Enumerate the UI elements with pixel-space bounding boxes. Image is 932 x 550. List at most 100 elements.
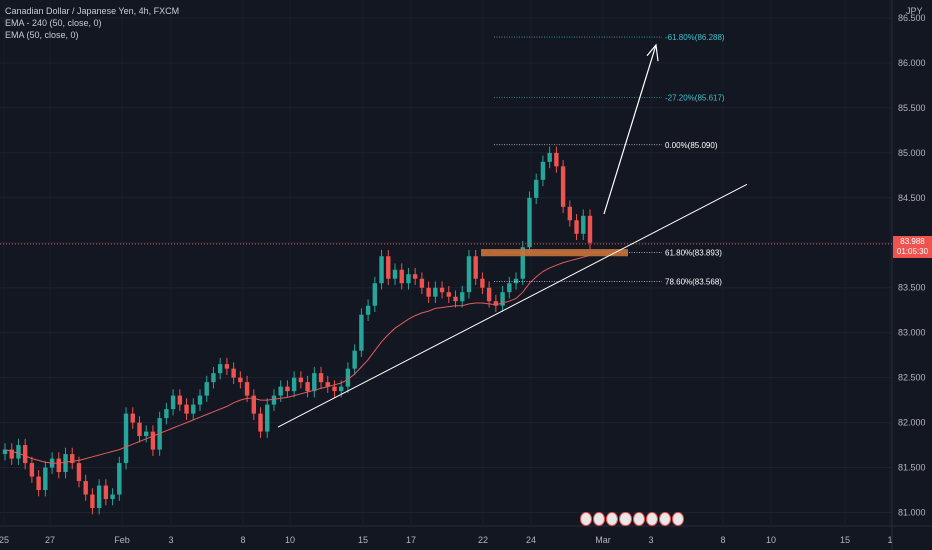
candle-body [170,395,176,410]
candle-body [130,413,135,423]
support-zone [481,249,628,257]
x-tick-label: 15 [840,535,850,545]
candle-body [96,485,102,509]
current-price-value: 83.988 [900,237,925,246]
candle-body [22,445,28,464]
candle-body [258,413,263,432]
candle-body [399,269,404,284]
x-tick-label: 15 [358,535,368,545]
x-tick-label: Feb [114,535,130,545]
candle-body [473,256,478,279]
candle-body [265,404,270,432]
candle-body [446,292,451,297]
candle-body [312,373,317,392]
candle-body [534,179,539,198]
x-tick-label: 10 [285,535,295,545]
candle-body [379,256,384,284]
y-tick-label: 81.500 [898,463,926,473]
candle-body [493,301,499,306]
candle-body [520,247,525,279]
fib-level-label: 78.60%(83.568) [665,278,722,287]
y-tick-label: 82.500 [898,373,926,383]
indicator-ema-240[interactable]: EMA - 240 (50, close, 0) [5,18,102,28]
candle-body [386,256,391,279]
indicator-ema[interactable]: EMA (50, close, 0) [5,30,79,40]
candle-body [9,449,14,459]
candle-body [339,386,344,392]
candle-body [298,377,304,383]
fib-level-label: -61.80%(86.288) [665,33,725,42]
trend-line [277,183,748,428]
candle-body [365,305,371,315]
candle-body [567,206,573,221]
candle-body [110,494,115,500]
bar-countdown: 01:05:30 [896,247,929,256]
x-tick-label: 3 [168,535,173,545]
candle-body [204,382,209,396]
fib-level-label: 61.80%(83.893) [665,248,722,257]
candle-body [56,458,61,473]
candle-body [332,386,337,392]
candle-body [217,364,223,374]
currency-unit-label[interactable]: JPY [906,6,923,16]
x-tick-label: 1 [887,535,892,545]
x-tick-label: 24 [526,535,536,545]
fib-level-label: -27.20%(85.617) [665,93,725,102]
candle-body [359,314,364,351]
candle-body [43,467,48,491]
author-logo [580,512,684,526]
candle-body [117,463,122,495]
candle-body [581,215,586,234]
candle-body [587,215,593,243]
candle-body [412,274,418,279]
y-tick-label: 85.000 [898,148,926,158]
projection-arrow-line [603,44,657,215]
candle-body [574,220,579,234]
candle-body [392,269,398,279]
current-price-tag: 83.988 01:05:30 [893,236,932,258]
candle-body [560,166,566,207]
candle-body [305,382,310,392]
candle-body [36,476,41,491]
candle-body [244,382,250,396]
candle-body [29,463,35,477]
x-tick-label: 8 [240,535,245,545]
candle-body [191,404,196,414]
y-tick-label: 82.000 [898,418,926,428]
candle-body [372,283,378,306]
x-tick-label: Mar [595,535,611,545]
candle-body [345,368,351,387]
y-tick-label: 81.000 [898,508,926,518]
candle-body [2,449,8,455]
candle-body [70,454,75,464]
candle-body [211,373,216,383]
candle-body [83,481,88,495]
candle-body [325,382,330,387]
x-tick-label: 17 [406,535,416,545]
candle-body [144,431,149,437]
x-tick-label: 8 [720,535,725,545]
candle-body [419,278,425,288]
candle-body [466,256,472,293]
ema-line [4,254,591,464]
symbol-title[interactable]: Canadian Dollar / Japanese Yen, 4h, FXCM [5,6,180,16]
candle-body [426,287,431,297]
y-tick-label: 83.000 [898,328,926,338]
y-tick-label: 83.500 [898,283,926,293]
x-tick-label: 10 [766,535,776,545]
x-tick-label: 3 [648,535,653,545]
candle-body [352,350,357,369]
y-tick-label: 86.500 [898,13,926,23]
candle-body [224,364,230,369]
candle-body [285,386,290,392]
candle-body [278,386,283,396]
candle-body [76,463,82,482]
x-tick-label: 27 [45,535,55,545]
x-tick-label: 25 [0,535,9,545]
candle-body [184,404,189,414]
candle-body [433,287,438,297]
candle-body [540,161,546,180]
candle-body [137,422,142,437]
